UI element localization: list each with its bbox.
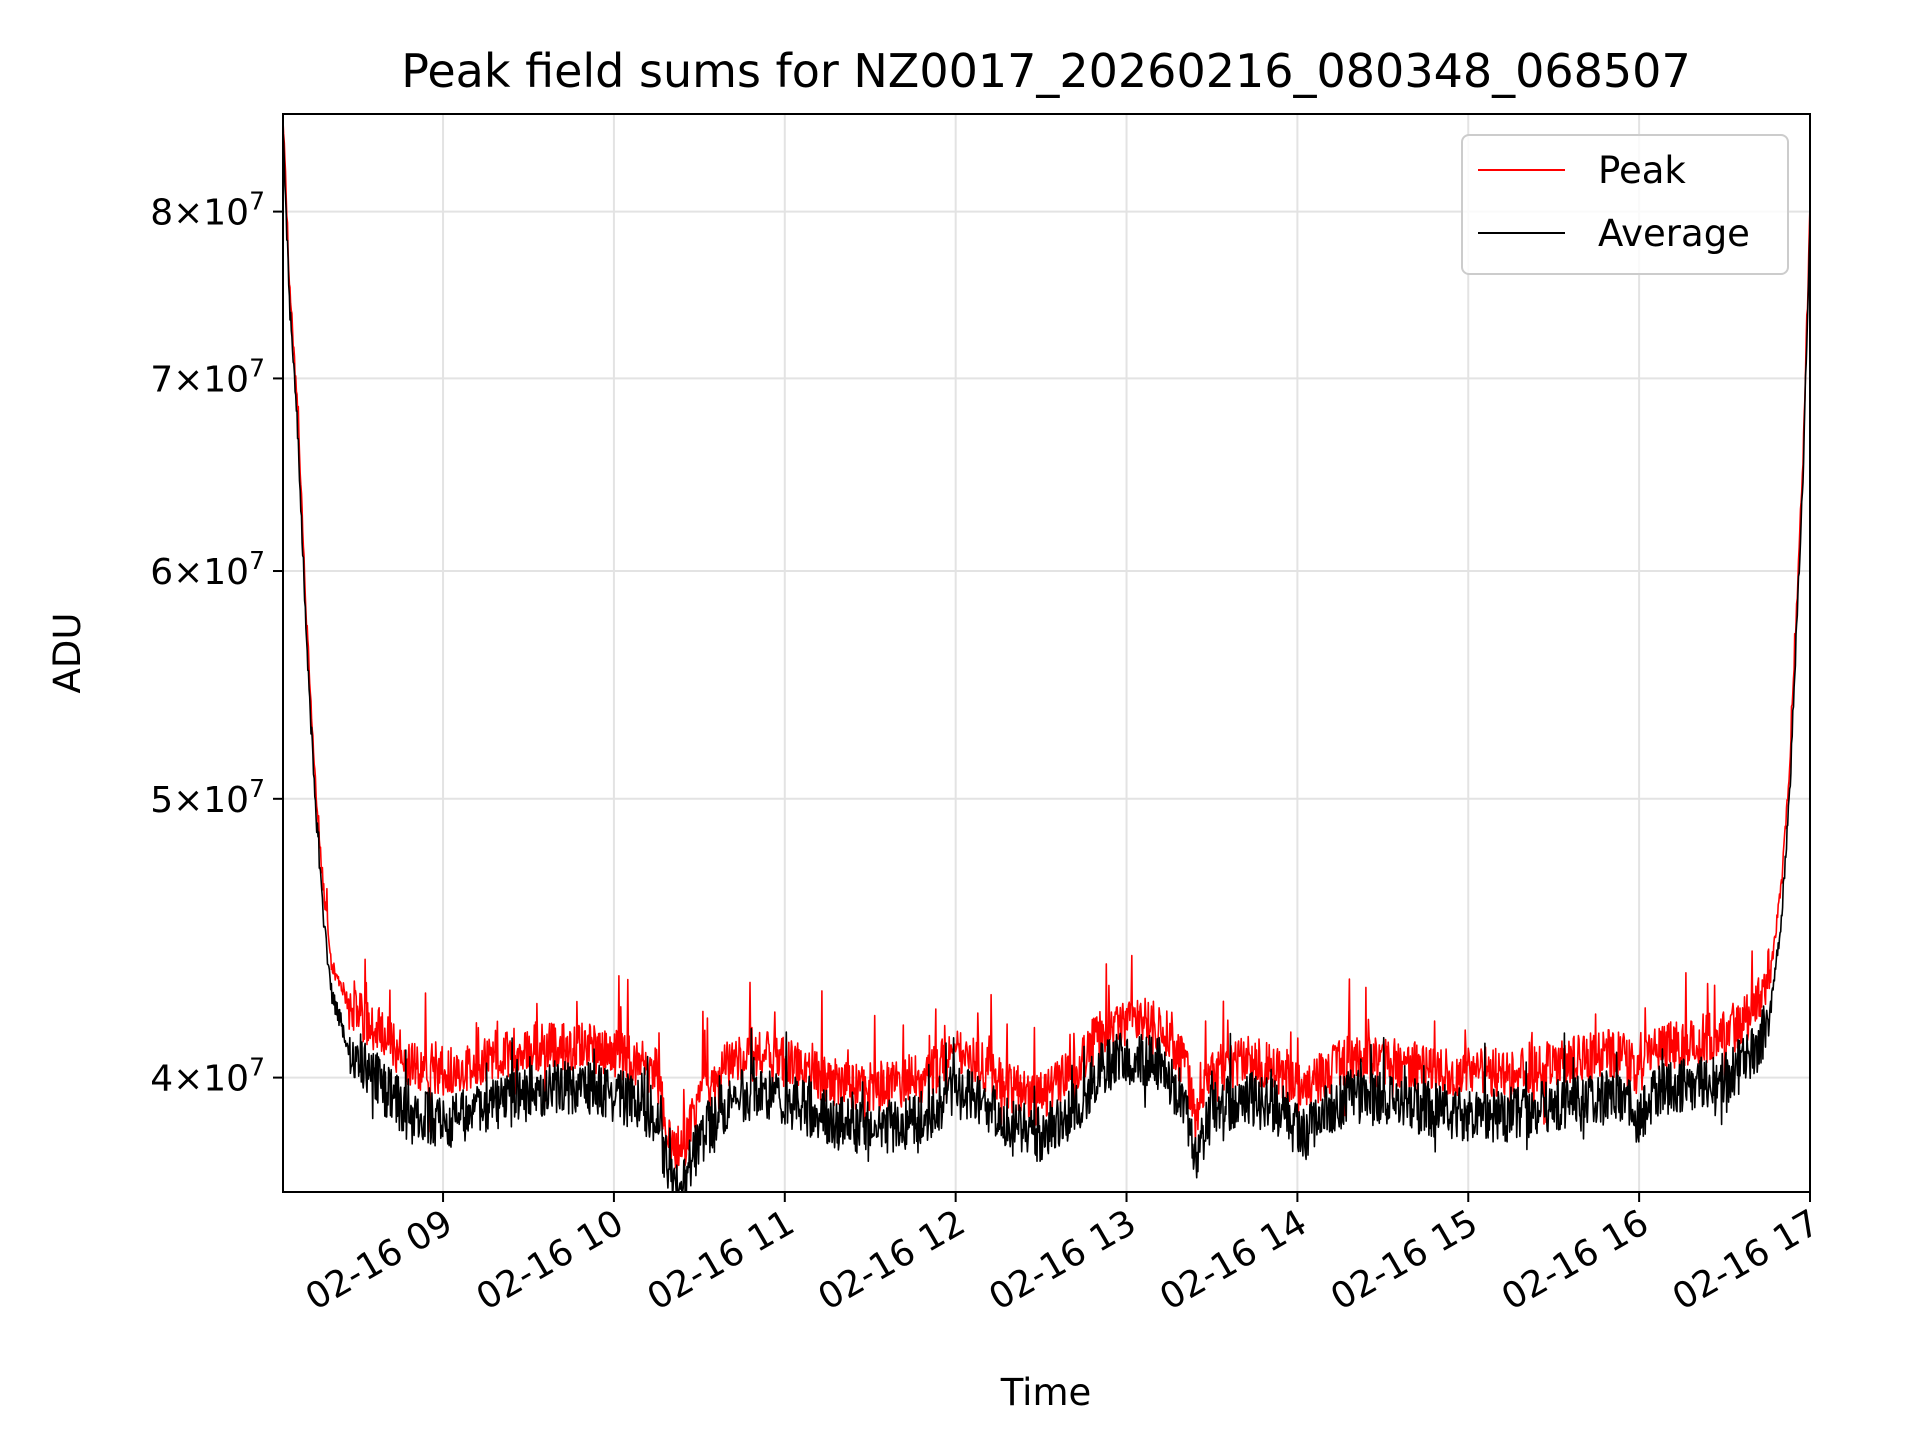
- plot-frame: [282, 113, 1811, 1193]
- chart-title: Peak field sums for NZ0017_20260216_0803…: [401, 44, 1690, 98]
- x-axis-label: Time: [1000, 1371, 1092, 1414]
- y-tick-times: ×10: [173, 780, 249, 821]
- y-tick-times: ×10: [173, 1059, 249, 1100]
- y-tick-label: 6×107: [150, 546, 265, 593]
- plot-area: [283, 114, 1810, 1192]
- y-tick-times: ×10: [173, 359, 249, 400]
- y-tick-times: ×10: [173, 552, 249, 593]
- y-tick-exponent: 7: [249, 187, 265, 216]
- legend: Peak Average: [1461, 134, 1789, 275]
- y-tick-exponent: 7: [249, 353, 265, 382]
- series-line-peak: [282, 120, 1811, 1172]
- y-tick-label: 5×107: [150, 774, 265, 821]
- legend-label-average: Average: [1598, 212, 1750, 255]
- y-tick-mantissa: 5: [150, 780, 173, 821]
- y-axis-label: ADU: [46, 613, 89, 694]
- series-line-average: [282, 129, 1811, 1193]
- y-tick-label: 4×107: [150, 1053, 265, 1100]
- y-tick-label: 7×107: [150, 353, 265, 400]
- y-tick-mantissa: 4: [150, 1059, 173, 1100]
- y-tick-times: ×10: [173, 193, 249, 234]
- legend-label-peak: Peak: [1598, 149, 1686, 192]
- y-tick-mantissa: 8: [150, 193, 173, 234]
- y-tick-mantissa: 7: [150, 359, 173, 400]
- y-tick-mantissa: 6: [150, 552, 173, 593]
- y-tick-exponent: 7: [249, 1053, 265, 1082]
- y-tick-exponent: 7: [249, 774, 265, 803]
- y-tick-exponent: 7: [249, 546, 265, 575]
- y-tick-label: 8×107: [150, 187, 265, 234]
- series-layer: [282, 120, 1811, 1193]
